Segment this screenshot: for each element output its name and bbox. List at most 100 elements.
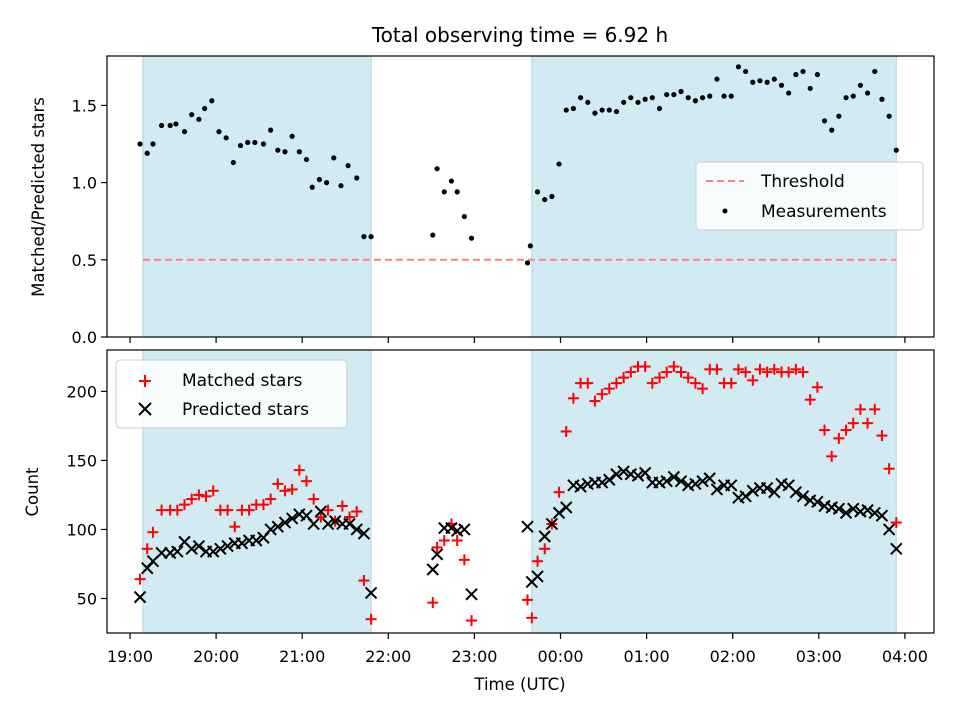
measurement-point <box>216 129 222 135</box>
predicted-x-b <box>445 521 458 535</box>
predicted-star-point <box>560 501 573 514</box>
measurement-point <box>656 105 663 112</box>
predicted-star-point <box>328 514 342 528</box>
bottom-x-ticks: 19:00 20:00 21:00 22:00 23:00 00:00 01:00 02:00… <box>107 633 928 666</box>
predicted-x-b <box>882 523 896 536</box>
predicted-star-point <box>552 506 566 520</box>
measurement-point <box>323 180 330 186</box>
measurement-point <box>468 235 475 241</box>
predicted-x-b <box>825 501 838 514</box>
predicted-x-b <box>739 490 752 503</box>
matched-star-point <box>243 504 255 516</box>
predicted-star-point <box>214 542 227 555</box>
matched-star-point <box>804 394 816 406</box>
x-tick-label: 02:00 <box>710 647 756 666</box>
matched-star-point <box>257 499 269 511</box>
matched-star-point <box>526 612 538 624</box>
measurement-point <box>850 93 856 99</box>
measurement-point <box>368 234 374 240</box>
predicted-x-b <box>847 502 860 515</box>
predicted-x-b <box>178 535 191 549</box>
measurement-point <box>843 95 849 101</box>
predicted-star-point <box>207 545 220 558</box>
measurement-point <box>237 142 244 149</box>
measurement-point <box>158 122 165 129</box>
matched-star-point <box>682 372 694 384</box>
matched-star-point <box>589 395 601 407</box>
predicted-star-point <box>667 470 681 484</box>
matched-star-point <box>365 613 377 625</box>
predicted-x-b <box>531 570 544 583</box>
measurement-point <box>275 147 281 153</box>
measurement-points <box>137 64 899 266</box>
top-legend: Threshold Measurements <box>695 161 924 231</box>
matched-star-point <box>747 374 759 386</box>
matched-star-point <box>351 506 363 518</box>
matched-star-point <box>521 594 533 606</box>
measurement-point <box>549 193 555 200</box>
measurement-point <box>223 135 229 141</box>
predicted-x-b <box>552 506 566 520</box>
matched-star-point <box>689 377 701 389</box>
matched-star-point <box>890 517 902 529</box>
measurement-point <box>289 133 295 139</box>
measurement-point <box>821 118 828 124</box>
predicted-x-b <box>624 468 638 481</box>
count-points <box>133 361 903 627</box>
measurement-point <box>181 129 188 135</box>
y-tick-label: 100 <box>66 520 97 539</box>
measurement-point <box>338 183 344 189</box>
matched-star-point <box>618 372 630 384</box>
x-tick-label: 03:00 <box>796 647 842 666</box>
legend-measurements-label: Measurements <box>761 202 887 222</box>
measurement-point <box>173 121 179 127</box>
predicted-x-b <box>710 483 724 496</box>
matched-star-point <box>819 424 831 436</box>
predicted-x-b <box>278 516 292 529</box>
measurement-point <box>635 99 641 105</box>
predicted-star-point <box>796 490 810 503</box>
predicted-star-point <box>221 539 234 553</box>
matched-star-point <box>134 573 146 585</box>
measurement-point <box>354 175 360 181</box>
bottom-axes-frame <box>106 349 935 634</box>
measurement-point <box>556 161 562 167</box>
predicted-star-point <box>250 534 263 547</box>
predicted-x-b <box>574 480 587 493</box>
measurement-point <box>778 82 785 88</box>
matched-star-point <box>768 363 780 375</box>
measurement-point <box>137 141 143 147</box>
predicted-x-b <box>328 514 342 528</box>
measurement-point <box>678 88 684 95</box>
predicted-x-b <box>760 481 774 495</box>
predicted-x-b <box>300 509 313 522</box>
matched-star-point <box>732 363 744 375</box>
measurement-point <box>542 196 548 203</box>
bottom-panel: 50 100 150 200 19:00 20:00 21:00 22:00 23:00 00:… <box>23 349 935 694</box>
predicted-x-b <box>214 542 227 555</box>
matched-star-point <box>833 432 845 444</box>
measurement-point <box>282 149 288 155</box>
measurement-point <box>743 68 749 75</box>
matched-star-point <box>438 535 450 547</box>
measurement-point <box>448 178 455 184</box>
predicted-star-point <box>133 590 147 604</box>
matched-star-point <box>315 511 327 523</box>
matched-star-point <box>458 554 470 566</box>
measurement-point <box>189 112 195 118</box>
measurement-point <box>807 85 813 92</box>
predicted-x-b <box>314 505 328 518</box>
predicted-star-point <box>545 517 559 531</box>
measurement-point <box>606 107 612 113</box>
measurement-point <box>592 110 598 116</box>
predicted-x-b <box>285 512 299 525</box>
predicted-x-b <box>631 469 645 482</box>
predicted-star-point <box>285 512 299 525</box>
y-tick-label: 0.5 <box>72 251 97 270</box>
predicted-star-point <box>314 505 328 518</box>
predicted-star-point <box>631 469 645 482</box>
x-tick-label: 22:00 <box>365 647 411 666</box>
predicted-x-b <box>861 503 874 517</box>
legend-matched-swatch <box>139 375 151 387</box>
predicted-x-b <box>171 545 184 558</box>
